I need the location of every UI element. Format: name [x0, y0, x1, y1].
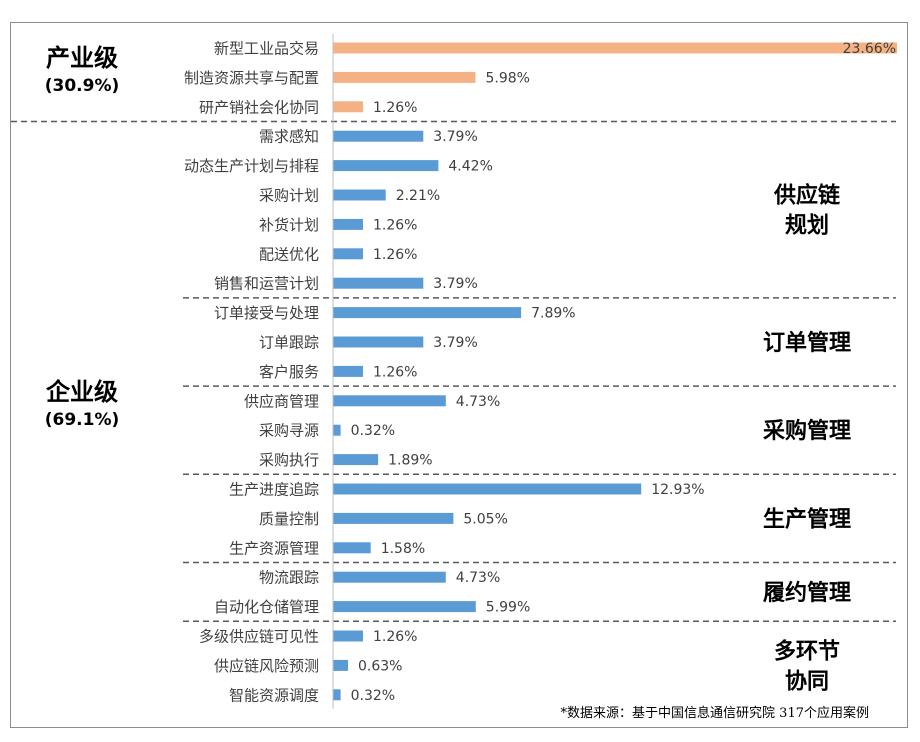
bar-18 [333, 542, 371, 554]
bar-11 [333, 336, 424, 348]
section-dividers [11, 120, 896, 623]
section-label: 规划 [785, 214, 829, 239]
bar-21 [333, 630, 363, 642]
category-label: 生产资源管理 [229, 539, 319, 557]
value-label: 4.42% [448, 159, 492, 175]
category-label: 生产进度追踪 [229, 481, 319, 499]
bar-2 [333, 71, 476, 83]
group-percent: (69.1%) [45, 410, 120, 430]
category-label: 补货计划 [259, 216, 319, 234]
category-label: 订单跟踪 [259, 334, 319, 352]
bar-4 [333, 130, 424, 142]
chart-frame: 新型工业品交易制造资源共享与配置研产销社会化协同需求感知动态生产计划与排程采购计… [10, 22, 908, 728]
chart-svg: 新型工业品交易制造资源共享与配置研产销社会化协同需求感知动态生产计划与排程采购计… [11, 34, 897, 721]
section-label: 生产管理 [763, 506, 851, 532]
value-label: 1.26% [373, 364, 417, 380]
section-label: 供应链 [773, 183, 840, 209]
value-label: 1.89% [388, 453, 432, 469]
group-labels: 产业级 (30.9%) 企业级 (69.1%) [45, 44, 120, 430]
bar-10 [333, 307, 522, 319]
value-label: 3.79% [433, 129, 477, 145]
category-label: 销售和运营计划 [214, 275, 319, 293]
value-label: 5.98% [486, 70, 530, 86]
source-note: *数据来源：基于中国信息通信研究院 317个应用案例 [561, 705, 869, 721]
category-label: 需求感知 [259, 128, 319, 146]
value-label: 1.26% [373, 629, 417, 645]
bar-13 [333, 395, 446, 407]
category-label: 动态生产计划与排程 [184, 157, 319, 175]
category-labels: 新型工业品交易制造资源共享与配置研产销社会化协同需求感知动态生产计划与排程采购计… [184, 40, 319, 705]
bar-15 [333, 454, 379, 466]
category-label: 质量控制 [259, 510, 319, 528]
category-label: 制造资源共享与配置 [184, 69, 319, 87]
value-label: 0.32% [351, 423, 395, 439]
bar-17 [333, 512, 454, 524]
category-label: 多级供应链可见性 [199, 628, 319, 646]
value-label: 7.89% [531, 306, 575, 322]
bar-6 [333, 189, 386, 201]
value-label: 2.21% [396, 188, 440, 204]
section-label: 协同 [785, 669, 829, 694]
bar-series [332, 34, 897, 709]
value-label: 1.58% [381, 541, 425, 557]
value-label: 1.26% [373, 247, 417, 263]
bar-5 [333, 160, 439, 172]
category-label: 供应商管理 [244, 392, 319, 410]
bar-9 [333, 277, 424, 289]
section-label: 订单管理 [763, 330, 851, 356]
value-labels: 23.66% 5.98% 1.26% 3.79% 4.42% 2.21% 1.26% 1.26… [351, 41, 896, 704]
value-label: 3.79% [433, 335, 477, 351]
category-label: 配送优化 [259, 245, 319, 263]
bar-22 [333, 659, 348, 671]
category-label: 智能资源调度 [229, 686, 319, 704]
section-label: 多环节 [774, 638, 840, 664]
value-label: 1.26% [373, 217, 417, 233]
bar-12 [333, 365, 363, 377]
value-label: 23.66% [843, 41, 896, 57]
section-label: 履约管理 [763, 580, 851, 606]
bar-8 [333, 248, 363, 260]
value-label: 5.99% [486, 600, 530, 616]
value-label: 0.63% [358, 658, 402, 674]
category-label: 采购寻源 [259, 422, 319, 440]
group-label: 企业级 [46, 378, 118, 406]
bar-16 [333, 483, 642, 495]
value-label: 3.79% [433, 276, 477, 292]
category-label: 物流跟踪 [259, 569, 319, 587]
bar-20 [333, 601, 476, 613]
group-label: 产业级 [46, 44, 118, 72]
category-label: 采购计划 [259, 187, 319, 205]
bar-1 [333, 42, 897, 54]
category-label: 研产销社会化协同 [199, 98, 319, 116]
value-label: 5.05% [463, 511, 507, 527]
value-label: 0.32% [351, 688, 395, 704]
group-percent: (30.9%) [45, 76, 120, 96]
section-label: 采购管理 [763, 418, 851, 444]
value-label: 4.73% [456, 570, 500, 586]
category-label: 自动化仓储管理 [214, 598, 319, 616]
bar-7 [333, 218, 363, 230]
category-label: 新型工业品交易 [214, 40, 319, 58]
value-label: 1.26% [373, 100, 417, 116]
category-label: 采购执行 [259, 451, 319, 469]
category-label: 客户服务 [259, 363, 319, 381]
value-label: 12.93% [651, 482, 704, 498]
category-label: 订单接受与处理 [214, 304, 319, 322]
bar-14 [333, 424, 341, 436]
value-label: 4.73% [456, 394, 500, 410]
bar-3 [333, 101, 363, 113]
bar-23 [333, 689, 341, 701]
bar-19 [333, 571, 446, 583]
category-label: 供应链风险预测 [214, 657, 319, 675]
